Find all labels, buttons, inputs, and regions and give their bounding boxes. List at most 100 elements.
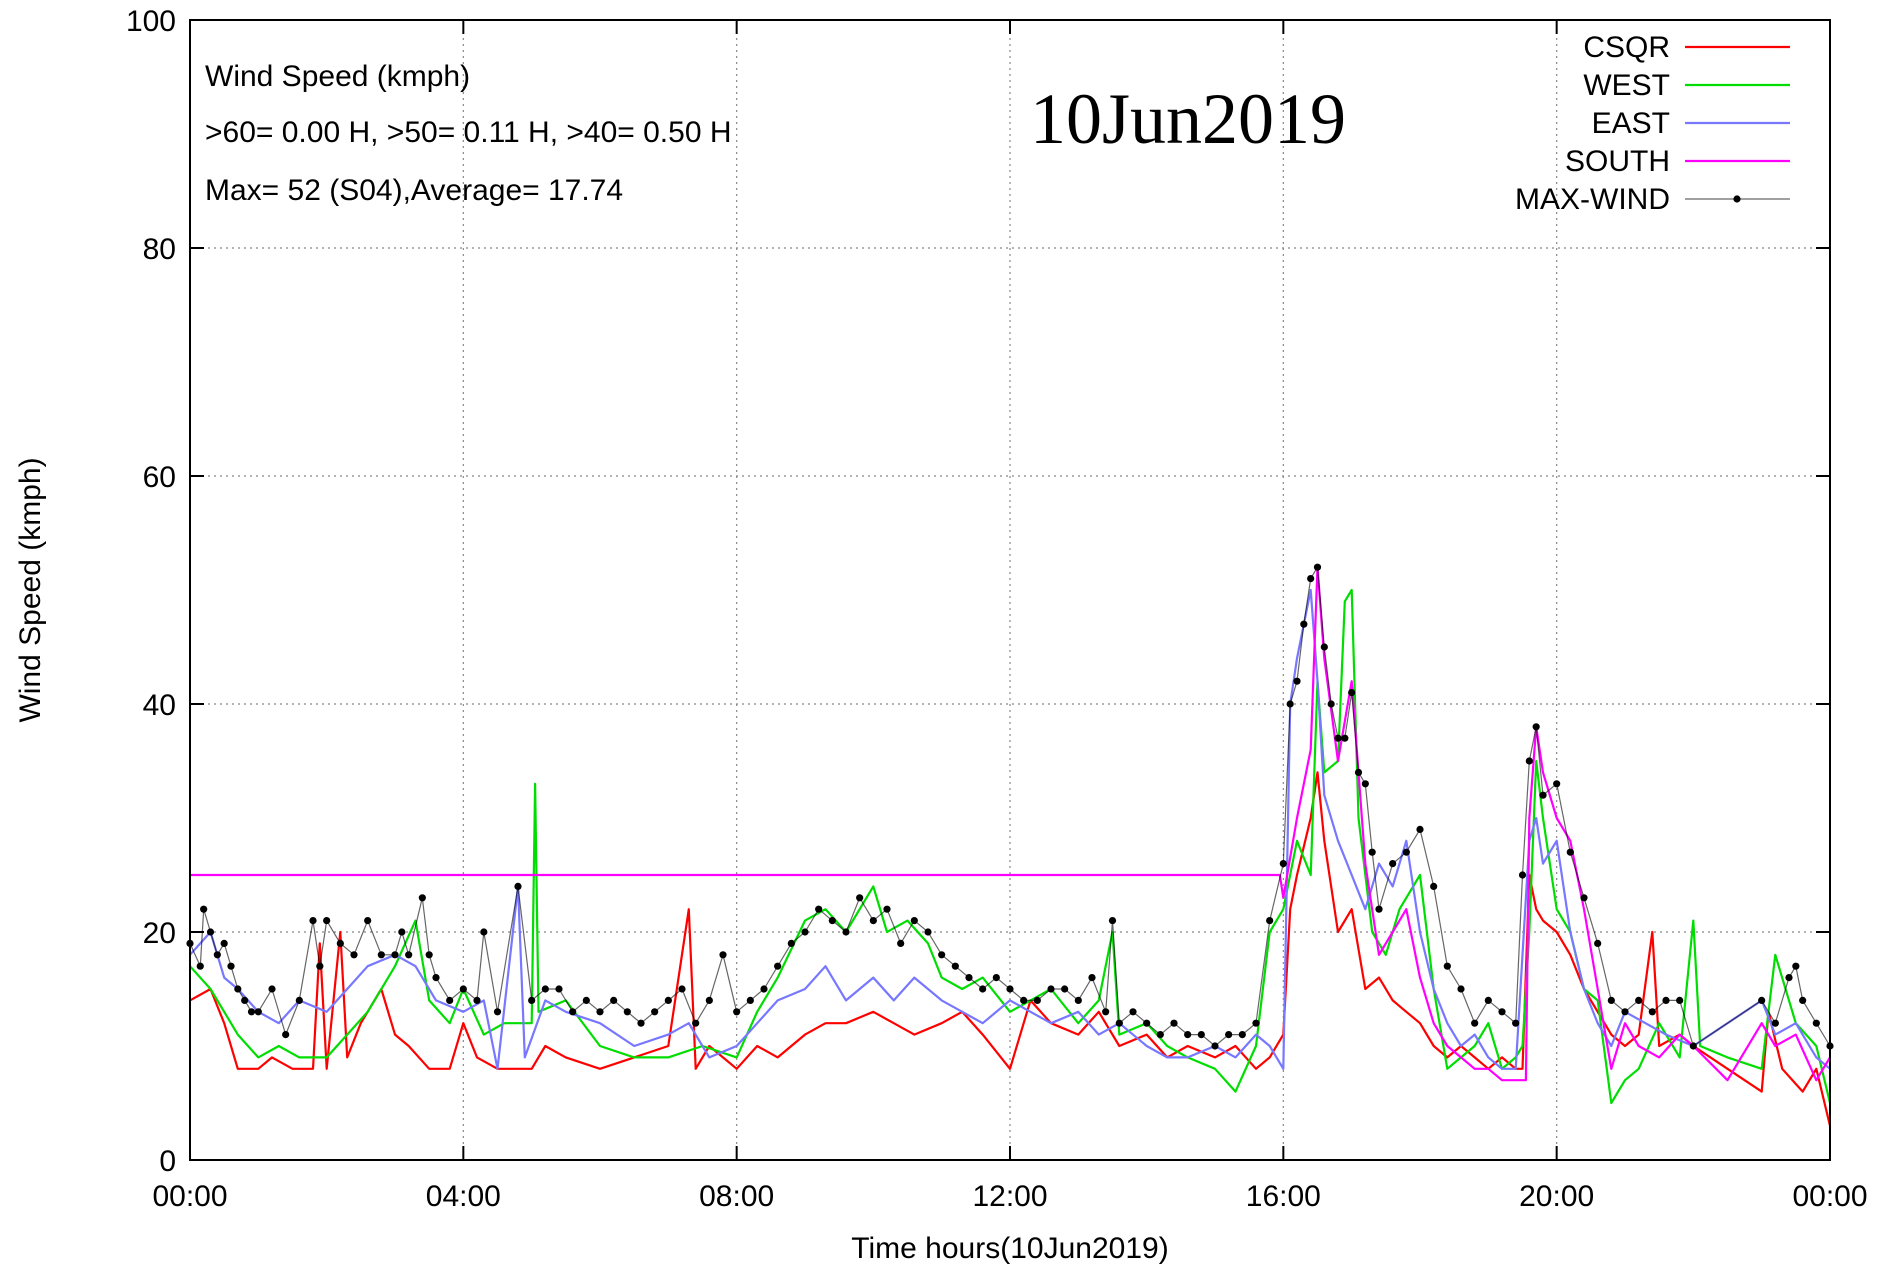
legend-label: SOUTH: [1565, 145, 1670, 178]
max-wind-point: [842, 928, 850, 936]
max-wind-point: [364, 917, 372, 925]
max-wind-point: [1566, 848, 1574, 856]
y-tick-label: 60: [143, 461, 176, 494]
max-wind-point: [1512, 1019, 1520, 1027]
annotation-max-average: Max= 52 (S04),Average= 17.74: [205, 174, 623, 207]
max-wind-point: [309, 917, 317, 925]
max-wind-point: [1443, 962, 1451, 970]
max-wind-point: [1676, 996, 1684, 1005]
max-wind-point: [213, 951, 221, 959]
max-wind-point: [350, 951, 358, 959]
max-wind-point: [1074, 996, 1082, 1005]
series-line-south: [190, 566, 1831, 1082]
max-wind-point: [1156, 1031, 1164, 1039]
y-tick-label: 40: [143, 689, 176, 722]
x-tick-label: 00:00: [152, 1180, 227, 1213]
max-wind-point: [1457, 985, 1465, 993]
max-wind-point: [1047, 985, 1055, 993]
x-tick-label: 08:00: [699, 1180, 774, 1213]
max-wind-point: [1607, 996, 1615, 1005]
max-wind-point: [1812, 1019, 1820, 1027]
max-wind-point: [1061, 985, 1069, 993]
max-wind-point: [1368, 848, 1376, 856]
max-wind-point: [938, 951, 946, 959]
max-wind-point: [924, 928, 932, 936]
max-wind-point: [1143, 1019, 1151, 1027]
max-wind-point: [1238, 1031, 1246, 1039]
max-wind-point: [323, 917, 331, 925]
grid-lines: [190, 20, 1830, 1160]
max-wind-point: [418, 894, 426, 902]
max-wind-point: [760, 985, 768, 993]
max-wind-point: [1320, 643, 1328, 651]
max-wind-point: [1266, 917, 1274, 925]
max-wind-point: [247, 1008, 256, 1016]
max-wind-point: [582, 996, 590, 1005]
max-wind-point: [828, 917, 836, 925]
max-wind-point: [1662, 996, 1670, 1005]
series-line-max-wind: [189, 566, 1831, 1047]
max-wind-point: [1484, 996, 1492, 1005]
annotation-metric: Wind Speed (kmph): [205, 60, 470, 93]
series-line-csqr: [189, 771, 1832, 1127]
chart-title: 10Jun2019: [1030, 79, 1346, 159]
max-wind-point: [1006, 985, 1014, 993]
max-wind-point: [493, 1008, 502, 1016]
max-wind-point: [1108, 917, 1117, 925]
max-wind-point: [1580, 894, 1588, 902]
max-wind-point: [787, 939, 795, 948]
y-tick-label: 80: [143, 233, 176, 266]
max-wind-point: [979, 985, 987, 993]
max-wind-point: [514, 882, 522, 891]
max-wind-point: [1341, 734, 1349, 742]
max-wind-point: [1553, 780, 1561, 788]
y-tick-label: 0: [159, 1145, 176, 1178]
max-wind-point: [719, 951, 727, 959]
max-wind-point: [746, 996, 754, 1005]
max-wind-point: [1594, 939, 1602, 948]
max-wind-point: [1286, 700, 1294, 708]
max-wind-point: [295, 996, 303, 1005]
max-wind-point: [282, 1031, 290, 1039]
max-wind-markers: [186, 563, 1834, 1050]
max-wind-point: [196, 962, 204, 970]
max-wind-point: [541, 985, 549, 993]
max-wind-point: [623, 1008, 631, 1016]
max-wind-point: [705, 996, 713, 1005]
max-wind-point: [432, 974, 440, 982]
max-wind-point: [965, 974, 973, 982]
max-wind-point: [610, 996, 618, 1005]
max-wind-point: [951, 962, 959, 970]
max-wind-point: [692, 1019, 700, 1027]
max-wind-point: [637, 1019, 645, 1027]
max-wind-point: [1334, 734, 1342, 742]
max-wind-point: [1252, 1019, 1260, 1027]
annotation-threshold-hours: >60= 0.00 H, >50= 0.11 H, >40= 0.50 H: [205, 116, 732, 149]
max-wind-point: [1785, 974, 1793, 982]
max-wind-point: [398, 928, 406, 936]
max-wind-point: [227, 962, 235, 970]
max-wind-point: [1225, 1031, 1233, 1039]
legend-marker: [1733, 195, 1741, 203]
max-wind-point: [391, 951, 399, 959]
max-wind-point: [241, 996, 249, 1005]
series-line-east: [189, 588, 1831, 1070]
max-wind-point: [446, 996, 454, 1005]
max-wind-point: [910, 917, 918, 925]
max-wind-point: [268, 985, 276, 993]
max-wind-point: [1033, 996, 1041, 1005]
max-wind-point: [459, 985, 467, 993]
max-wind-point: [897, 939, 905, 948]
series-lines: [189, 566, 1832, 1127]
axis-ticks: 0 20 40 60 80 100 00:00 04:00 08:00 12:00 16:00 20:…: [126, 5, 1868, 1213]
max-wind-point: [1518, 871, 1527, 879]
max-wind-point: [1771, 1019, 1779, 1027]
legend-label: EAST: [1592, 107, 1670, 140]
max-wind-point: [1539, 791, 1547, 799]
max-wind-point: [815, 905, 823, 913]
max-wind-point: [1375, 905, 1383, 913]
max-wind-point: [992, 974, 1000, 982]
max-wind-point: [1348, 689, 1356, 697]
